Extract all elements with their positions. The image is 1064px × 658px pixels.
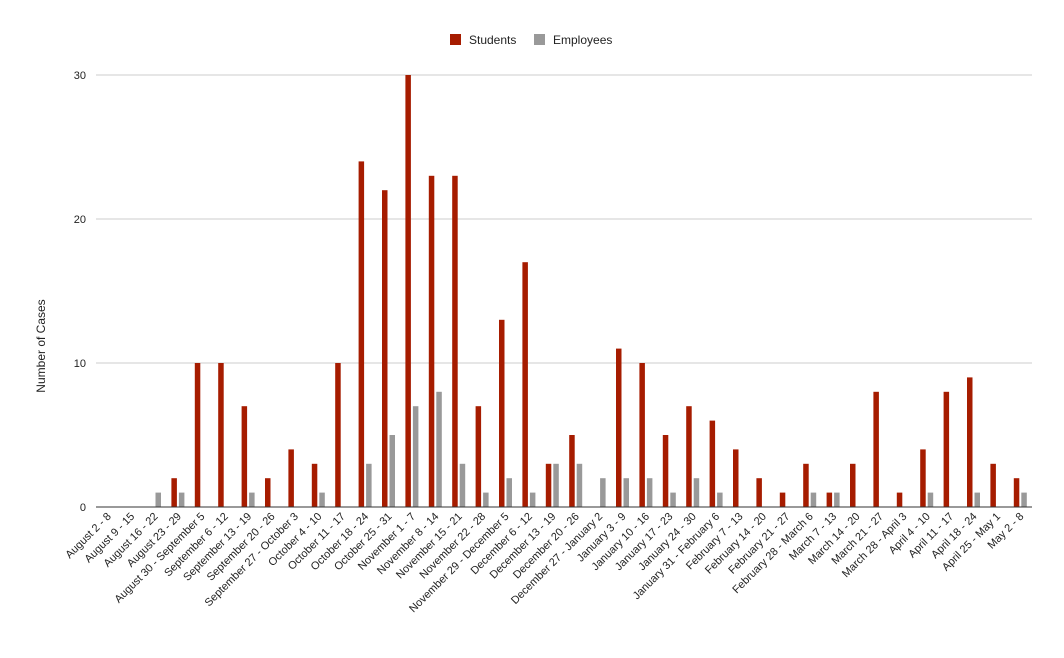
- bar-employees: [810, 492, 817, 507]
- bar-students: [382, 190, 388, 507]
- bar-employees: [178, 492, 185, 507]
- bar-employees: [412, 406, 419, 507]
- bar-employees: [1021, 492, 1027, 507]
- legend-label-students: Students: [469, 33, 516, 47]
- bar-employees: [646, 478, 653, 507]
- bar-students: [826, 492, 833, 507]
- bar-students: [943, 391, 950, 507]
- bar-students: [311, 463, 318, 507]
- bar-employees: [459, 463, 466, 507]
- bar-students: [733, 449, 739, 507]
- bar-employees: [553, 463, 559, 507]
- bar-students: [218, 363, 224, 507]
- bar-employees: [717, 492, 723, 507]
- legend: Students Employees: [450, 33, 612, 47]
- bar-students: [873, 391, 879, 507]
- bar-students: [428, 175, 435, 508]
- bar-students: [662, 435, 669, 507]
- bar-employees: [389, 435, 395, 507]
- bar-students: [499, 319, 505, 507]
- gridlines: [96, 74, 1032, 364]
- bar-students: [1013, 478, 1020, 507]
- bar-students: [779, 492, 786, 507]
- y-axis-title: Number of Cases: [34, 299, 48, 392]
- bar-students: [639, 363, 645, 507]
- bar-students: [405, 75, 411, 507]
- bar-employees: [366, 463, 372, 507]
- bar-students: [756, 478, 762, 507]
- bars: [155, 75, 1027, 508]
- bar-employees: [600, 478, 606, 507]
- bar-students: [522, 262, 528, 507]
- bar-employees: [506, 478, 512, 507]
- bar-employees: [974, 492, 980, 507]
- legend-swatch-employees: [534, 34, 545, 45]
- bar-students: [358, 161, 365, 507]
- y-axis-ticks: 0 10 20 30: [74, 70, 86, 514]
- bar-students: [569, 435, 575, 507]
- bar-employees: [623, 478, 629, 507]
- bar-students: [171, 478, 177, 507]
- y-tick-label: 10: [74, 358, 86, 370]
- bar-employees: [576, 463, 583, 507]
- y-tick-label: 20: [74, 214, 86, 226]
- bar-students: [850, 463, 856, 507]
- bar-employees: [249, 492, 255, 507]
- bar-employees: [529, 492, 536, 507]
- bar-employees: [436, 391, 442, 507]
- bar-students: [545, 463, 552, 507]
- bar-students: [452, 175, 458, 508]
- y-tick-label: 30: [74, 70, 86, 82]
- bar-students: [990, 463, 996, 507]
- legend-label-employees: Employees: [553, 33, 612, 47]
- bar-students: [803, 463, 809, 507]
- y-tick-label: 0: [80, 502, 86, 514]
- bar-students: [335, 363, 341, 507]
- bar-employees: [834, 492, 840, 507]
- bar-students: [194, 363, 201, 507]
- bar-employees: [670, 492, 676, 507]
- bar-employees: [483, 492, 489, 507]
- bar-students: [967, 377, 973, 507]
- legend-swatch-students: [450, 34, 461, 45]
- bar-employees: [319, 492, 325, 507]
- bar-employees: [927, 492, 934, 507]
- bar-students: [616, 348, 622, 507]
- bar-students: [709, 420, 716, 507]
- bar-students: [920, 449, 926, 507]
- bar-employees: [693, 478, 700, 507]
- bar-students: [896, 492, 903, 507]
- bar-students: [686, 406, 692, 507]
- bar-students: [265, 478, 271, 507]
- bar-students: [475, 406, 482, 507]
- bar-employees: [155, 492, 161, 507]
- bar-students: [241, 406, 248, 507]
- bar-students: [288, 449, 294, 507]
